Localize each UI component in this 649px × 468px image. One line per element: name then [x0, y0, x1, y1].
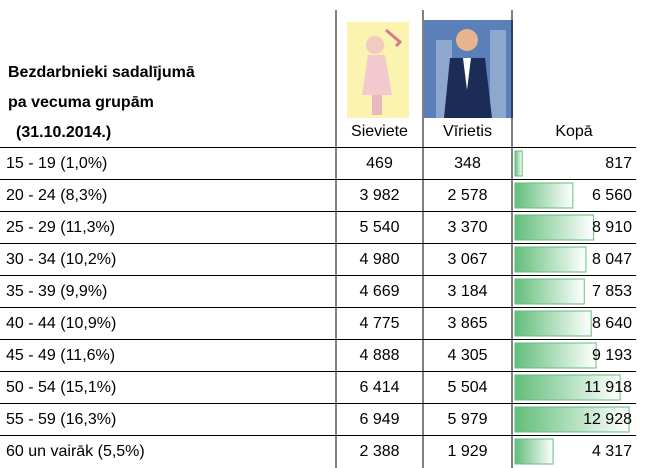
data-bar	[514, 438, 554, 465]
cell: 8 047	[592, 251, 632, 268]
cell: 8 910	[592, 219, 632, 236]
data-bar	[514, 278, 585, 305]
data-bar	[514, 246, 587, 273]
cell: 5 504	[447, 379, 487, 396]
cell: 12 928	[583, 411, 632, 428]
row-label: 15 - 19 (1,0%)	[6, 155, 107, 172]
cell: 4 317	[592, 443, 632, 460]
data-bar	[514, 342, 597, 369]
cell: 3 184	[447, 283, 487, 300]
cell: 2 578	[447, 187, 487, 204]
row-label: 20 - 24 (8,3%)	[6, 187, 107, 204]
cell: 469	[366, 155, 393, 172]
cell: 6 949	[359, 411, 399, 428]
data-bar	[514, 406, 630, 433]
column-header: Kopā	[555, 123, 592, 140]
cell: 4 888	[359, 347, 399, 364]
cell: 3 370	[447, 219, 487, 236]
cell: 4 980	[359, 251, 399, 268]
cell: 3 067	[447, 251, 487, 268]
cell: 9 193	[592, 347, 632, 364]
cell: 1 929	[447, 443, 487, 460]
cell: 2 388	[359, 443, 399, 460]
data-bar	[514, 214, 595, 241]
cell: 6 560	[592, 187, 632, 204]
man-picture	[424, 20, 513, 118]
cell: 4 669	[359, 283, 399, 300]
row-label: 50 - 54 (15,1%)	[6, 379, 116, 396]
row-label: 35 - 39 (9,9%)	[6, 283, 107, 300]
row-label: 60 un vairāk (5,5%)	[6, 443, 145, 460]
data-bar	[514, 150, 523, 177]
cell: 3 982	[359, 187, 399, 204]
row-label: 55 - 59 (16,3%)	[6, 411, 116, 428]
cell: 348	[454, 155, 481, 172]
cell: 11 918	[584, 379, 632, 396]
cell: 4 775	[359, 315, 399, 332]
cell: 7 853	[592, 283, 632, 300]
column-header: Sieviete	[351, 123, 408, 140]
cell: 5 979	[447, 411, 487, 428]
cell: 5 540	[359, 219, 399, 236]
row-label: 30 - 34 (10,2%)	[6, 251, 116, 268]
column-header: Vīrietis	[443, 123, 492, 140]
header-title: (31.10.2014.)	[16, 124, 111, 141]
header-title: pa vecuma grupām	[8, 94, 154, 111]
header-title: Bezdarbnieki sadalījumā	[8, 64, 195, 81]
cell: 817	[605, 155, 632, 172]
data-bar	[514, 374, 621, 401]
woman-picture	[347, 22, 409, 118]
row-label: 45 - 49 (11,6%)	[6, 347, 115, 364]
cell: 3 865	[447, 315, 487, 332]
data-bar	[514, 182, 574, 209]
data-bar	[514, 310, 592, 337]
cell: 8 640	[592, 315, 632, 332]
cell: 4 305	[447, 347, 487, 364]
row-label: 40 - 44 (10,9%)	[6, 315, 116, 332]
row-label: 25 - 29 (11,3%)	[6, 219, 115, 236]
cell: 6 414	[359, 379, 399, 396]
